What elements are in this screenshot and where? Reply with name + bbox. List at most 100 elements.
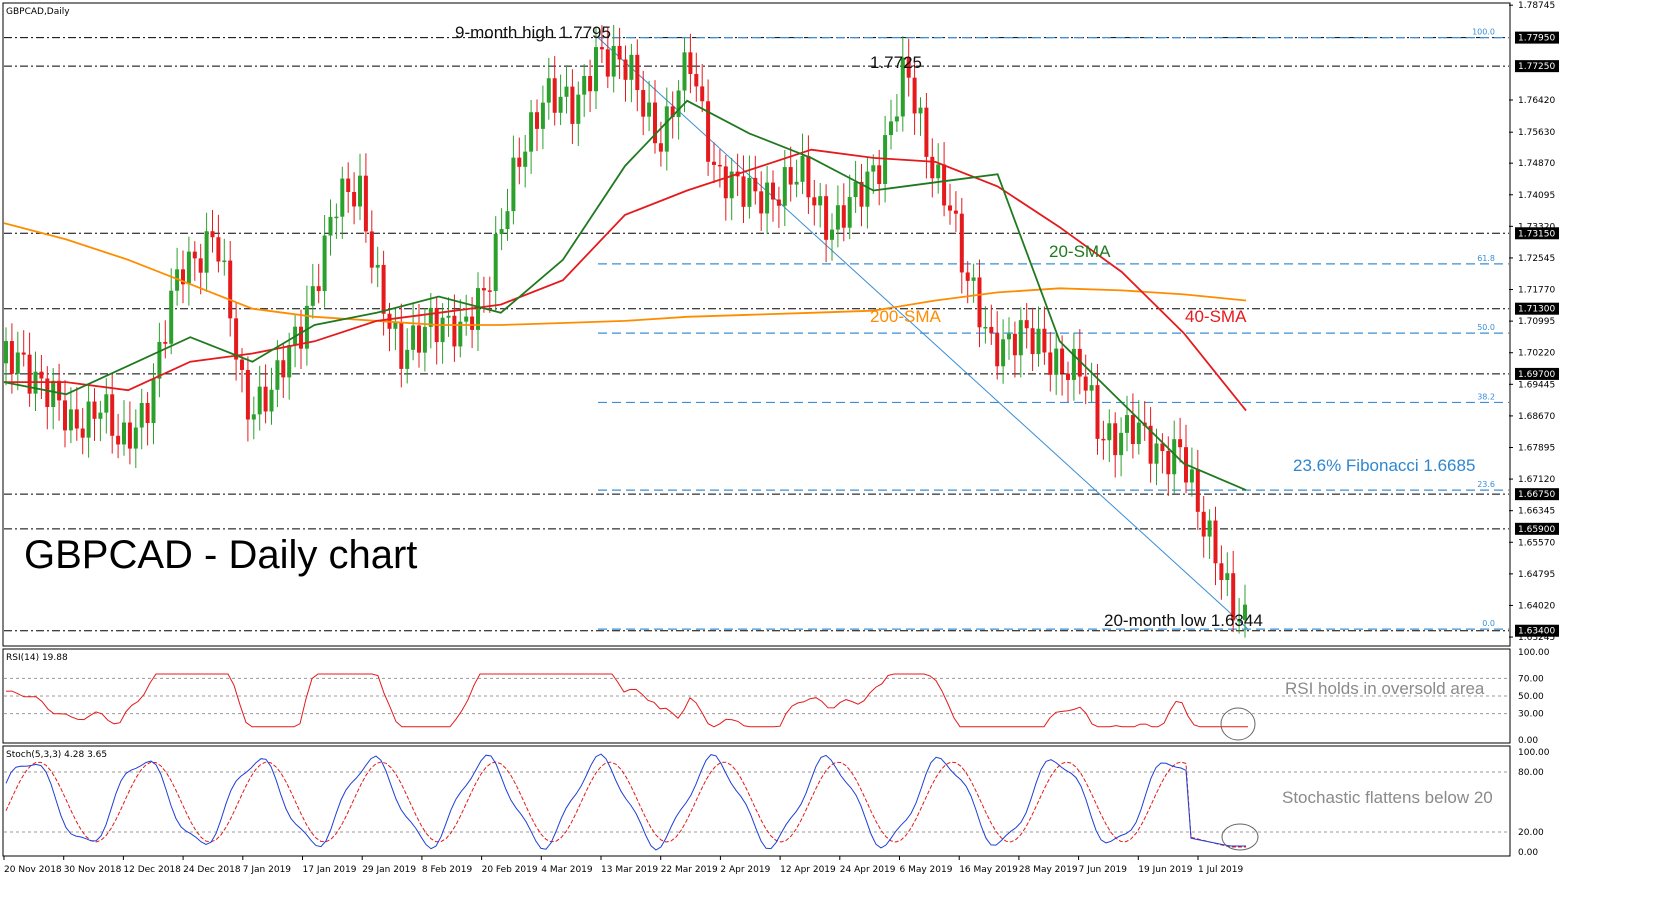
candle-body xyxy=(428,307,433,327)
candle-body xyxy=(216,237,221,262)
stoch-level-label: 80.00 xyxy=(1518,768,1544,778)
candle-body xyxy=(476,288,480,330)
fib-level-label: 38.2 xyxy=(1477,392,1495,401)
candle-body xyxy=(98,412,103,419)
candle-body xyxy=(540,102,545,129)
candle-body xyxy=(912,77,917,114)
candle-body xyxy=(664,106,669,152)
candle-body xyxy=(446,315,451,318)
candle-body xyxy=(1113,423,1118,456)
candle-body xyxy=(1243,604,1247,621)
date-tick-label: 24 Dec 2018 xyxy=(183,865,241,875)
price-tick-label: 1.67895 xyxy=(1518,443,1555,453)
candle-body xyxy=(517,157,522,167)
price-level-box xyxy=(1515,302,1559,315)
candle-body xyxy=(4,341,8,364)
candle-body xyxy=(818,196,823,206)
fib-level-label: 100.0 xyxy=(1472,28,1495,37)
sma200-line xyxy=(3,222,1247,326)
date-tick-label: 6 May 2019 xyxy=(900,865,953,875)
candle-body xyxy=(765,182,770,214)
candle-body xyxy=(21,352,26,355)
candle-body xyxy=(1083,376,1088,391)
candle-body xyxy=(145,402,150,424)
sma40-line xyxy=(4,148,1247,412)
stoch-level-label: 20.00 xyxy=(1518,828,1544,838)
candle-body xyxy=(1154,443,1159,464)
candle-body xyxy=(175,269,180,291)
date-tick-label: 7 Jun 2019 xyxy=(1079,865,1128,875)
candle-body xyxy=(245,369,250,420)
candle-body xyxy=(505,211,510,230)
candle-body xyxy=(965,272,970,281)
date-tick-label: 24 Apr 2019 xyxy=(840,865,896,875)
candle-body xyxy=(334,216,339,219)
candle-body xyxy=(452,315,457,347)
candle-body xyxy=(871,165,876,172)
price-tick-label: 1.74095 xyxy=(1518,191,1555,201)
candle-body xyxy=(529,112,534,152)
candle-body xyxy=(1136,422,1141,444)
candle-body xyxy=(399,322,404,369)
candle-body xyxy=(676,90,681,118)
candle-body xyxy=(363,175,368,232)
candle-body xyxy=(381,264,386,314)
candle-body xyxy=(304,305,309,349)
candle-body xyxy=(971,277,976,281)
date-tick-label: 12 Apr 2019 xyxy=(780,865,836,875)
candle-body xyxy=(617,45,622,60)
candle-body xyxy=(328,216,333,236)
candle-body xyxy=(900,57,905,117)
price-tick-label: 1.75630 xyxy=(1518,128,1555,138)
stoch-d-line xyxy=(5,761,1246,848)
candle-body xyxy=(269,389,274,412)
candle-body xyxy=(263,386,268,412)
candle-body xyxy=(670,106,675,118)
candle-body xyxy=(1166,451,1171,475)
stochastic-panel: 100.00 80.00 20.00 0.00 xyxy=(4,748,1550,858)
candle-body xyxy=(340,178,345,217)
candle-body xyxy=(299,326,303,349)
candle-body xyxy=(658,143,663,152)
price-level-label: 1.77950 xyxy=(1518,34,1555,44)
candle-body xyxy=(440,317,445,343)
candle-body xyxy=(812,197,817,206)
price-tick-label: 1.71770 xyxy=(1518,286,1555,296)
candle-body xyxy=(186,251,191,285)
candle-body xyxy=(375,264,380,268)
candle-body xyxy=(682,52,687,91)
candle-body xyxy=(405,349,410,369)
price-tick-label: 1.66345 xyxy=(1518,507,1555,517)
candle-body xyxy=(481,288,486,291)
candle-body xyxy=(841,205,846,228)
candle-body xyxy=(535,112,539,129)
stoch-note: Stochastic flattens below 20 xyxy=(1282,788,1493,807)
rsi-level-label: 50.00 xyxy=(1518,692,1544,702)
price-level-label: 1.69700 xyxy=(1518,370,1555,380)
sma20-line xyxy=(3,99,1247,491)
date-tick-label: 17 Jan 2019 xyxy=(303,865,357,875)
candle-body xyxy=(1001,339,1006,367)
candle-body xyxy=(647,102,652,117)
candle-body xyxy=(181,269,185,285)
candle-body xyxy=(782,167,787,206)
candle-body xyxy=(39,371,44,379)
stoch-level-label: 100.00 xyxy=(1518,748,1550,758)
candle-body xyxy=(995,333,1000,367)
candle-body xyxy=(653,102,657,144)
candle-body xyxy=(853,181,858,198)
candle-body xyxy=(257,386,262,415)
candle-body xyxy=(700,86,705,102)
candle-body xyxy=(729,171,734,199)
rsi-level-label: 100.00 xyxy=(1518,648,1550,658)
fibonacci-levels: 100.0 61.8 50.0 38.2 23.6 0.0 xyxy=(598,28,1509,630)
date-tick-label: 16 May 2019 xyxy=(959,865,1018,875)
candle-body xyxy=(1172,439,1177,475)
candle-body xyxy=(122,422,126,445)
rsi-line xyxy=(5,673,1248,728)
candle-body xyxy=(1066,373,1070,380)
candle-body xyxy=(127,422,132,449)
low-annotation: 20-month low 1.6344 xyxy=(1104,611,1263,630)
date-tick-label: 7 Jan 2019 xyxy=(243,865,291,875)
window-title: GBPCAD,Daily xyxy=(6,7,70,17)
